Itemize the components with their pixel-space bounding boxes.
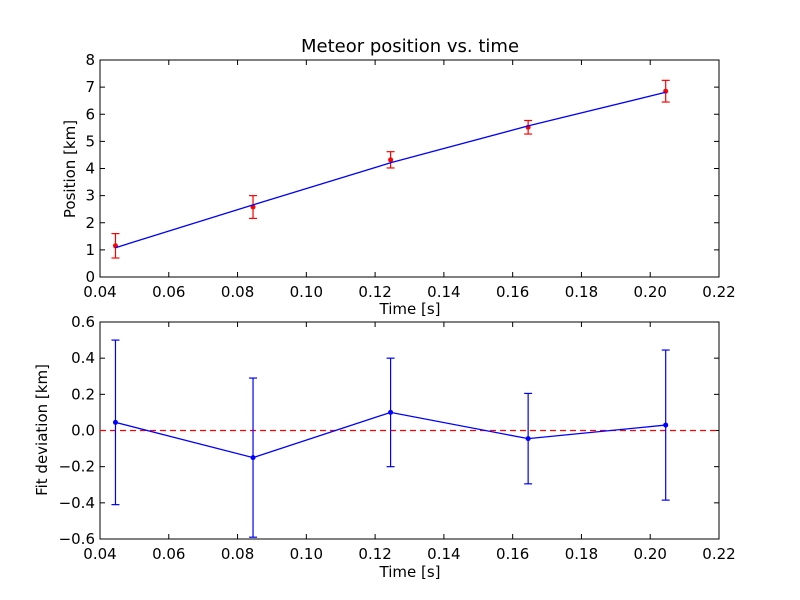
y-tick-label: 0.2	[71, 385, 95, 403]
y-tick-label: 0.6	[71, 313, 95, 331]
series-line	[115, 91, 666, 249]
x-tick-label: 0.08	[221, 545, 254, 563]
x-tick-label: 0.08	[221, 283, 254, 301]
y-tick-label: 5	[85, 132, 95, 150]
y-tick-label: 0.0	[71, 422, 95, 440]
data-point	[388, 157, 394, 163]
y-tick-label: 0	[85, 268, 95, 286]
y-tick-label: −0.2	[59, 458, 95, 476]
y-tick-label: 1	[85, 241, 95, 259]
x-tick-label: 0.12	[358, 283, 391, 301]
x-tick-label: 0.04	[83, 545, 116, 563]
data-point	[112, 419, 118, 425]
data-point	[250, 455, 256, 461]
y-tick-label: 6	[85, 105, 95, 123]
position-chart: Meteor position vs. time 0.04 0.06 0.08 0.1…	[61, 36, 736, 318]
y-tick-label: −0.6	[59, 530, 95, 548]
x-tick-label: 0.16	[496, 545, 529, 563]
x-tick-label: 0.20	[634, 283, 667, 301]
data-point	[388, 409, 394, 415]
x-tick-label: 0.22	[702, 283, 735, 301]
y-tick-label: 0.4	[71, 349, 95, 367]
x-tick-label: 0.12	[358, 545, 391, 563]
y-tick-label: 7	[85, 78, 95, 96]
data-point	[525, 436, 531, 442]
y-tick-label: 8	[85, 51, 95, 69]
y-tick-label: 4	[85, 160, 95, 178]
chart-title: Meteor position vs. time	[301, 36, 519, 57]
x-tick-label: 0.18	[565, 545, 598, 563]
y-axis-label: Fit deviation [km]	[33, 364, 51, 496]
x-tick-label: 0.22	[702, 545, 735, 563]
x-tick-label: 0.20	[634, 545, 667, 563]
y-tick-label: 3	[85, 187, 95, 205]
x-tick-label: 0.10	[290, 545, 323, 563]
y-tick-label: −0.4	[59, 494, 95, 512]
x-tick-label: 0.04	[83, 283, 116, 301]
x-tick-label: 0.10	[290, 283, 323, 301]
deviation-plot-area: 0.04 0.06 0.08 0.10 0.12 0.14 0.16 0.18 0.20 0.22…	[59, 313, 736, 563]
x-tick-label: 0.14	[427, 545, 460, 563]
x-tick-label: 0.18	[565, 283, 598, 301]
x-tick-label: 0.14	[427, 283, 460, 301]
data-point	[663, 422, 669, 428]
x-axis-label: Time [s]	[379, 300, 441, 318]
y-axis-label: Position [km]	[61, 120, 79, 218]
x-tick-label: 0.16	[496, 283, 529, 301]
position-plot-area: 0.04 0.06 0.08 0.10 0.12 0.14 0.16 0.18 0.20 0.22…	[83, 51, 735, 301]
x-axis-label: Time [s]	[379, 563, 441, 581]
y-tick-label: 2	[85, 214, 95, 232]
x-tick-label: 0.06	[152, 545, 185, 563]
deviation-chart: 0.04 0.06 0.08 0.10 0.12 0.14 0.16 0.18 0.20 0.22…	[33, 313, 736, 581]
x-tick-label: 0.06	[152, 283, 185, 301]
